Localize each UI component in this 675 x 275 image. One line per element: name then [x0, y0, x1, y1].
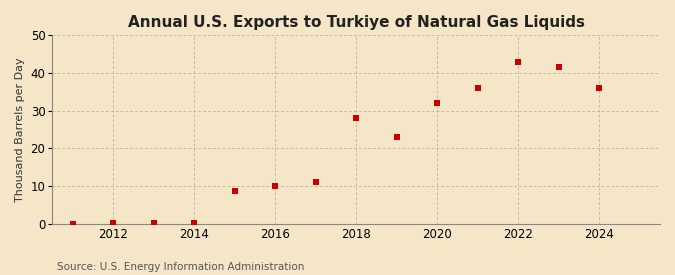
- Point: [148, 221, 159, 226]
- Point: [310, 180, 321, 184]
- Point: [594, 86, 605, 90]
- Point: [270, 184, 281, 188]
- Point: [351, 116, 362, 120]
- Point: [432, 101, 443, 105]
- Point: [189, 221, 200, 226]
- Y-axis label: Thousand Barrels per Day: Thousand Barrels per Day: [15, 57, 25, 202]
- Point: [68, 221, 78, 226]
- Point: [472, 86, 483, 90]
- Point: [108, 221, 119, 226]
- Point: [554, 65, 564, 70]
- Title: Annual U.S. Exports to Turkiye of Natural Gas Liquids: Annual U.S. Exports to Turkiye of Natura…: [128, 15, 585, 30]
- Point: [230, 189, 240, 193]
- Point: [513, 59, 524, 64]
- Text: Source: U.S. Energy Information Administration: Source: U.S. Energy Information Administ…: [57, 262, 304, 272]
- Point: [392, 135, 402, 139]
